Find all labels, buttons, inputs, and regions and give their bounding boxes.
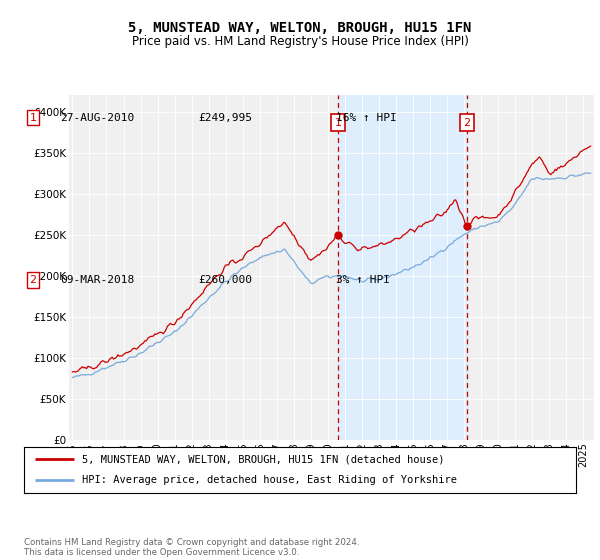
Text: £249,995: £249,995 <box>198 113 252 123</box>
Text: HPI: Average price, detached house, East Riding of Yorkshire: HPI: Average price, detached house, East… <box>82 475 457 486</box>
Text: Contains HM Land Registry data © Crown copyright and database right 2024.
This d: Contains HM Land Registry data © Crown c… <box>24 538 359 557</box>
Text: 1: 1 <box>334 118 341 128</box>
Text: 5, MUNSTEAD WAY, WELTON, BROUGH, HU15 1FN: 5, MUNSTEAD WAY, WELTON, BROUGH, HU15 1F… <box>128 21 472 35</box>
Text: £260,000: £260,000 <box>198 275 252 285</box>
Bar <box>338 95 467 440</box>
Text: 1: 1 <box>29 113 37 123</box>
Text: 2: 2 <box>29 275 37 285</box>
Text: 2: 2 <box>464 118 470 128</box>
Text: 16% ↑ HPI: 16% ↑ HPI <box>336 113 397 123</box>
Text: 09-MAR-2018: 09-MAR-2018 <box>60 275 134 285</box>
Text: 27-AUG-2010: 27-AUG-2010 <box>60 113 134 123</box>
Text: 3% ↑ HPI: 3% ↑ HPI <box>336 275 390 285</box>
Text: 5, MUNSTEAD WAY, WELTON, BROUGH, HU15 1FN (detached house): 5, MUNSTEAD WAY, WELTON, BROUGH, HU15 1F… <box>82 454 445 464</box>
Text: Price paid vs. HM Land Registry's House Price Index (HPI): Price paid vs. HM Land Registry's House … <box>131 35 469 48</box>
